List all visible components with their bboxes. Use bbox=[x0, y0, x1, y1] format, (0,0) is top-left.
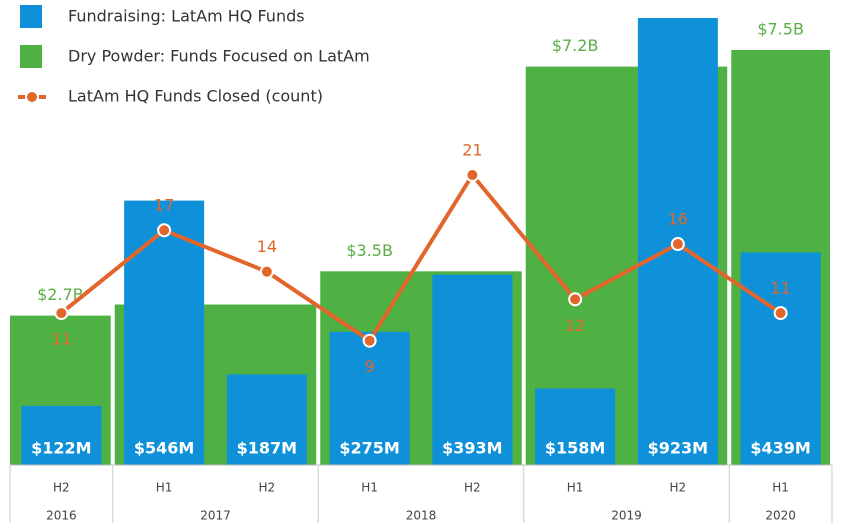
closed-count-point bbox=[670, 237, 685, 252]
closed-count-line bbox=[60, 171, 782, 344]
fundraising-label: $122M bbox=[31, 439, 91, 458]
fundraising-bar bbox=[329, 331, 410, 465]
fundraising-bar bbox=[226, 374, 307, 465]
closed-count-label: 14 bbox=[257, 237, 277, 256]
dry-powder-label: $7.5B bbox=[757, 20, 804, 39]
fundraising-label: $546M bbox=[134, 439, 194, 458]
year-label: 2019 bbox=[611, 509, 642, 523]
closed-count-label: 17 bbox=[154, 196, 174, 215]
closed-count-point bbox=[773, 306, 788, 321]
fundraising-label: $393M bbox=[442, 439, 502, 458]
x-tick-label: H1 bbox=[156, 481, 173, 495]
fundraising-label: $158M bbox=[545, 439, 605, 458]
legend-swatch bbox=[20, 45, 42, 68]
x-tick-label: H1 bbox=[772, 481, 789, 495]
closed-count-label: 12 bbox=[565, 316, 585, 335]
closed-count-point bbox=[362, 333, 377, 348]
closed-count-point bbox=[568, 292, 583, 307]
dry-powder-label: $2.7B bbox=[37, 285, 84, 304]
fundraising-label: $923M bbox=[648, 439, 708, 458]
legend-label: Fundraising: LatAm HQ Funds bbox=[68, 7, 305, 26]
year-label: 2020 bbox=[765, 509, 796, 523]
dry-powder-label: $7.2B bbox=[552, 36, 599, 55]
closed-count-label: 11 bbox=[51, 330, 71, 349]
fundraising-bar bbox=[740, 252, 821, 465]
legend-marker bbox=[25, 90, 39, 104]
fundraising-label: $187M bbox=[237, 439, 297, 458]
x-tick-label: H1 bbox=[567, 481, 584, 495]
closed-count-label: 9 bbox=[365, 357, 375, 376]
closed-count-label: 11 bbox=[770, 279, 790, 298]
legend-swatch bbox=[20, 5, 42, 28]
x-tick-label: H2 bbox=[259, 481, 276, 495]
x-tick-label: H1 bbox=[361, 481, 378, 495]
legend-label: Dry Powder: Funds Focused on LatAm bbox=[68, 47, 370, 66]
x-tick-label: H2 bbox=[464, 481, 481, 495]
fundraising-bar bbox=[124, 200, 205, 466]
year-label: 2016 bbox=[46, 509, 77, 523]
year-label: 2017 bbox=[200, 509, 231, 523]
fundraising-bar bbox=[432, 274, 513, 465]
dry-powder-label: $3.5B bbox=[346, 241, 393, 260]
closed-count-point bbox=[157, 223, 172, 238]
fundraising-label: $439M bbox=[750, 439, 810, 458]
fundraising-bar bbox=[21, 405, 102, 465]
legend-label: LatAm HQ Funds Closed (count) bbox=[68, 87, 323, 106]
closed-count-point bbox=[465, 168, 480, 182]
closed-count-point bbox=[54, 306, 69, 321]
x-tick-label: H2 bbox=[670, 481, 687, 495]
closed-count-label: 21 bbox=[462, 141, 482, 160]
closed-count-point bbox=[259, 264, 274, 279]
closed-count-label: 16 bbox=[668, 210, 688, 229]
fundraising-label: $275M bbox=[339, 439, 399, 458]
year-label: 2018 bbox=[406, 509, 437, 523]
fundraising-bar bbox=[535, 388, 616, 465]
x-tick-label: H2 bbox=[53, 481, 70, 495]
